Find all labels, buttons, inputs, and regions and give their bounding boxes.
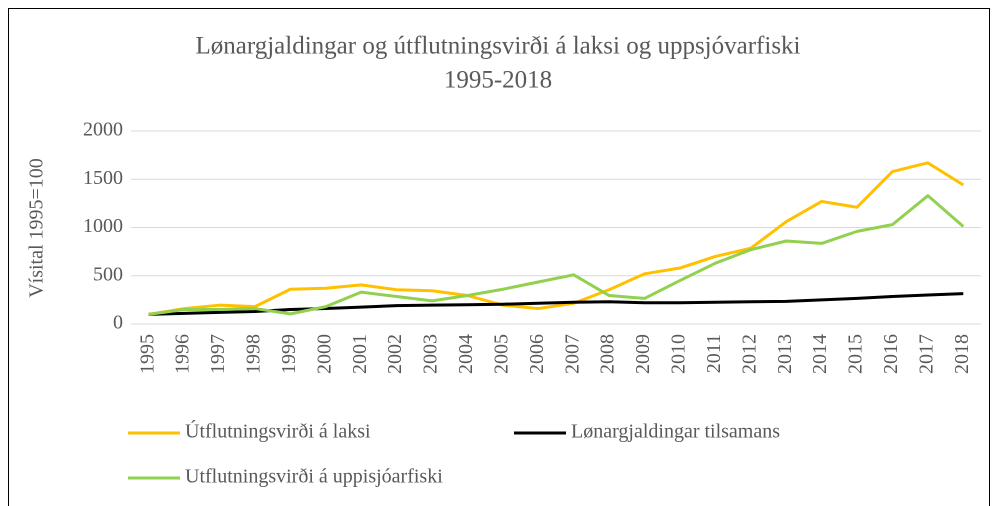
x-tick-label: 2013 xyxy=(774,334,796,374)
x-tick-label: 2009 xyxy=(632,334,654,374)
y-axis-label: Vísital 1995=100 xyxy=(26,158,48,298)
y-tick-label: 0 xyxy=(113,312,123,334)
x-tick-label: 2010 xyxy=(668,334,690,374)
x-tick-label: 2011 xyxy=(703,334,725,373)
x-tick-label: 1999 xyxy=(278,334,300,374)
legend-label: Útflutningsvirði á laksi xyxy=(185,419,371,443)
y-tick-label: 2000 xyxy=(83,119,123,141)
series-line xyxy=(148,292,964,316)
x-tick-label: 2002 xyxy=(384,334,406,374)
x-tick-label: 2015 xyxy=(845,334,867,374)
x-tick-label: 2005 xyxy=(490,334,512,374)
y-tick-label: 1500 xyxy=(83,167,123,189)
legend-label: Utflutningsvirði á uppisjóarfiski xyxy=(185,466,443,488)
x-tick-label: 2003 xyxy=(420,334,442,374)
x-tick-label: 1998 xyxy=(243,334,265,374)
x-tick-label: 2018 xyxy=(951,334,973,374)
x-tick-label: 2008 xyxy=(597,334,619,374)
x-tick-label: 2006 xyxy=(526,334,548,374)
x-tick-label: 2007 xyxy=(561,334,583,374)
x-tick-label: 2000 xyxy=(313,334,335,374)
x-tick-label: 2017 xyxy=(915,334,937,374)
x-tick-label: 2016 xyxy=(880,334,902,374)
chart-frame xyxy=(8,8,990,506)
x-tick-label: 2001 xyxy=(349,334,371,374)
series-line xyxy=(148,161,965,316)
x-tick-label: 1997 xyxy=(207,334,229,374)
x-tick-label: 2014 xyxy=(809,334,831,374)
x-tick-label: 1995 xyxy=(136,334,158,374)
y-tick-label: 1000 xyxy=(83,215,123,237)
chart-subtitle: 1995-2018 xyxy=(444,67,552,94)
x-tick-label: 1996 xyxy=(172,334,194,374)
x-tick-label: 2004 xyxy=(455,334,477,374)
y-tick-label: 500 xyxy=(93,263,123,285)
x-tick-label: 2012 xyxy=(738,334,760,374)
series-line xyxy=(148,194,965,316)
chart-title: Lønargjaldingar og útflutningsvirði á la… xyxy=(195,33,800,60)
legend-label: Lønargjaldingar tilsamans xyxy=(571,421,780,443)
